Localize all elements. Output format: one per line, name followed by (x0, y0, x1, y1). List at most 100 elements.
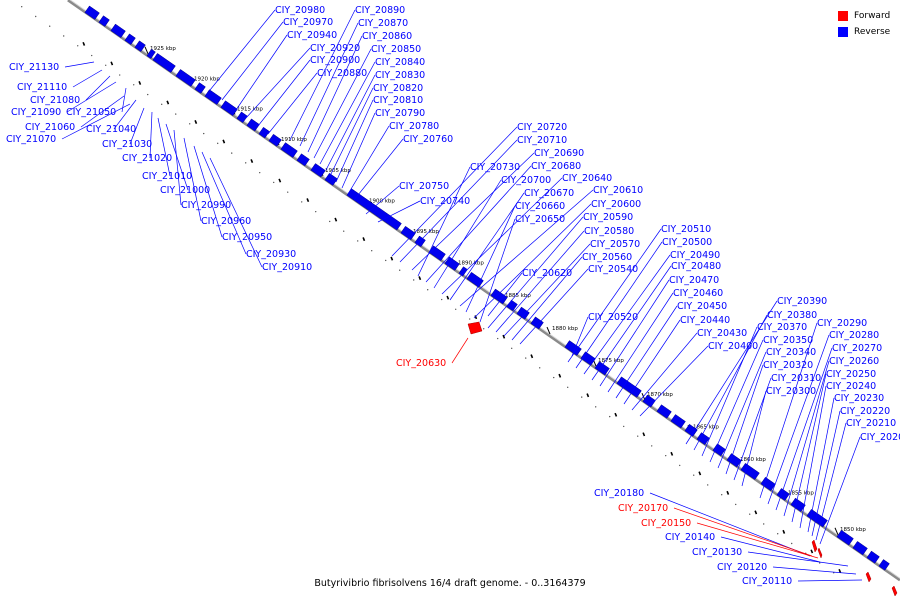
gene-block-reverse (594, 361, 610, 376)
track-dot (147, 93, 149, 96)
track-dot (385, 259, 387, 262)
gene-label: CIY_21090 (11, 107, 61, 118)
gene-label: CIY_20620 (522, 268, 572, 279)
scale-tick (834, 527, 839, 535)
gene-leader-line (459, 189, 594, 307)
gene-block-reverse (124, 33, 136, 45)
track-dot (567, 386, 569, 389)
gene-label: CIY_20230 (834, 393, 884, 404)
gene-label: CIY_20640 (562, 173, 612, 184)
gene-block-reverse (400, 225, 416, 241)
gene-leader-line (599, 279, 670, 387)
gene-label: CIY_20730 (470, 162, 520, 173)
gene-label: CIY_20300 (766, 386, 816, 397)
gene-label: CIY_21010 (142, 171, 192, 182)
gene-label: CIY_20950 (222, 232, 272, 243)
gene-label: CIY_20940 (287, 30, 337, 41)
legend-reverse: Reverse (838, 24, 890, 40)
track-dot (175, 113, 177, 115)
gene-block-reverse (516, 306, 530, 320)
gene-leader-line (503, 243, 591, 337)
gene-block-reverse (616, 376, 642, 398)
gene-block-forward (467, 321, 483, 335)
gene-leader-line (807, 397, 835, 533)
gene-block-reverse (760, 476, 776, 492)
track-dot (511, 347, 513, 350)
gene-leader-line (353, 138, 404, 201)
track-dot (77, 45, 79, 47)
track-dot (273, 181, 275, 184)
gene-leader-line (313, 48, 372, 159)
gene-leader-line (747, 551, 849, 567)
gene-leader-line (157, 117, 171, 177)
track-tick (530, 354, 534, 359)
gene-block-reverse (776, 488, 790, 501)
gene-label: CIY_20820 (373, 83, 423, 94)
gene-label: CIY_20280 (829, 330, 879, 341)
gene-leader-line (391, 126, 518, 257)
track-tick (138, 80, 142, 85)
gene-block-reverse (220, 100, 238, 117)
gene-label: CIY_20470 (669, 275, 719, 286)
gene-label: CIY_20450 (677, 301, 727, 312)
gene-label: CIY_20890 (355, 5, 405, 16)
legend-reverse-label: Reverse (854, 27, 891, 37)
gene-leader-line (441, 177, 563, 295)
gene-label: CIY_20480 (671, 261, 721, 272)
gene-leader-line (85, 75, 111, 101)
track-dot (749, 513, 751, 515)
gene-label: CIY_20170 (618, 503, 668, 514)
track-dot (637, 435, 639, 437)
gene-block-reverse (175, 69, 196, 87)
track-dot (455, 308, 457, 310)
gene-label: CIY_20850 (371, 44, 421, 55)
gene-label: CIY_20650 (515, 214, 565, 225)
gene-label: CIY_20510 (661, 224, 711, 235)
gene-label: CIY_20180 (594, 488, 644, 499)
gene-label: CIY_21040 (86, 124, 136, 135)
gene-block-reverse (98, 15, 110, 27)
gene-leader-line (433, 179, 502, 289)
gene-label: CIY_20810 (373, 95, 423, 106)
track-dot (483, 328, 485, 330)
gene-label: CIY_20780 (389, 121, 439, 132)
track-tick (614, 412, 618, 417)
track-tick (502, 334, 506, 339)
track-dot (35, 15, 37, 18)
track-tick (362, 237, 366, 242)
track-tick (642, 432, 646, 437)
gene-block-reverse (346, 188, 402, 231)
gene-block-reverse (642, 394, 656, 408)
gene-block-reverse (696, 432, 710, 446)
gene-leader-line (791, 373, 827, 523)
scale-label: 1880 kbp (552, 326, 578, 332)
gene-label: CIY_21000 (160, 185, 210, 196)
gene-leader-line (335, 99, 374, 183)
gene-leader-line (693, 314, 768, 451)
gene-label: CIY_20580 (584, 226, 634, 237)
gene-leader-line (341, 112, 376, 189)
track-dot (245, 162, 247, 164)
track-tick (558, 373, 562, 378)
track-dot (315, 210, 317, 213)
gene-leader-line (61, 103, 131, 140)
gene-leader-line (209, 157, 263, 268)
track-dot (581, 396, 583, 398)
gene-block-reverse (324, 172, 338, 186)
gene-label: CIY_20200 (860, 432, 900, 443)
track-dot (91, 54, 93, 57)
gene-label: CIY_20400 (708, 341, 758, 352)
gene-block-reverse (152, 53, 176, 73)
genome-caption: Butyrivibrio fibrisolvens 16/4 draft gen… (314, 578, 586, 589)
gene-block-reverse (268, 133, 282, 147)
gene-leader-line (245, 47, 311, 119)
legend-forward-label: Forward (854, 11, 891, 21)
gene-leader-line (417, 166, 471, 277)
gene-block-reverse (866, 550, 880, 564)
gene-block-reverse (726, 453, 742, 468)
gene-leader-line (449, 192, 525, 301)
gene-block-reverse (490, 288, 508, 305)
track-tick (810, 549, 814, 554)
track-dot (651, 445, 653, 447)
